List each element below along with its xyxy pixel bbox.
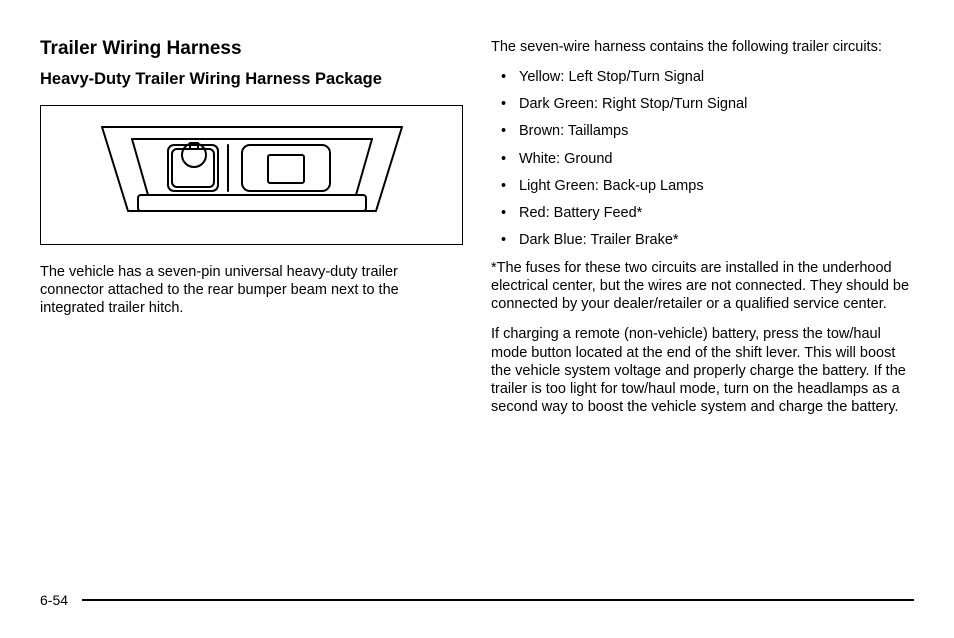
section-subtitle: Heavy-Duty Trailer Wiring Harness Packag… [40,70,463,89]
left-paragraph: The vehicle has a seven-pin universal he… [40,263,463,317]
right-column: The seven-wire harness contains the foll… [491,38,914,592]
page-number: 6-54 [40,592,68,608]
list-item: Yellow: Left Stop/Turn Signal [519,68,914,86]
list-item: Dark Blue: Trailer Brake* [519,231,914,249]
page-footer: 6-54 [40,592,914,618]
list-item: Brown: Taillamps [519,122,914,140]
right-intro: The seven-wire harness contains the foll… [491,38,914,56]
section-title: Trailer Wiring Harness [40,38,463,60]
content-columns: Trailer Wiring Harness Heavy-Duty Traile… [40,38,914,592]
list-item: Dark Green: Right Stop/Turn Signal [519,95,914,113]
footer-rule [82,599,914,601]
footnote-1: *The fuses for these two circuits are in… [491,259,914,313]
figure-frame [40,105,463,245]
page: Trailer Wiring Harness Heavy-Duty Traile… [0,0,954,638]
list-item: White: Ground [519,150,914,168]
footnote-2: If charging a remote (non-vehicle) batte… [491,325,914,416]
circuit-list: Yellow: Left Stop/Turn Signal Dark Green… [491,68,914,249]
list-item: Light Green: Back-up Lamps [519,177,914,195]
list-item: Red: Battery Feed* [519,204,914,222]
hitch-illustration [72,115,432,235]
left-column: Trailer Wiring Harness Heavy-Duty Traile… [40,38,463,592]
